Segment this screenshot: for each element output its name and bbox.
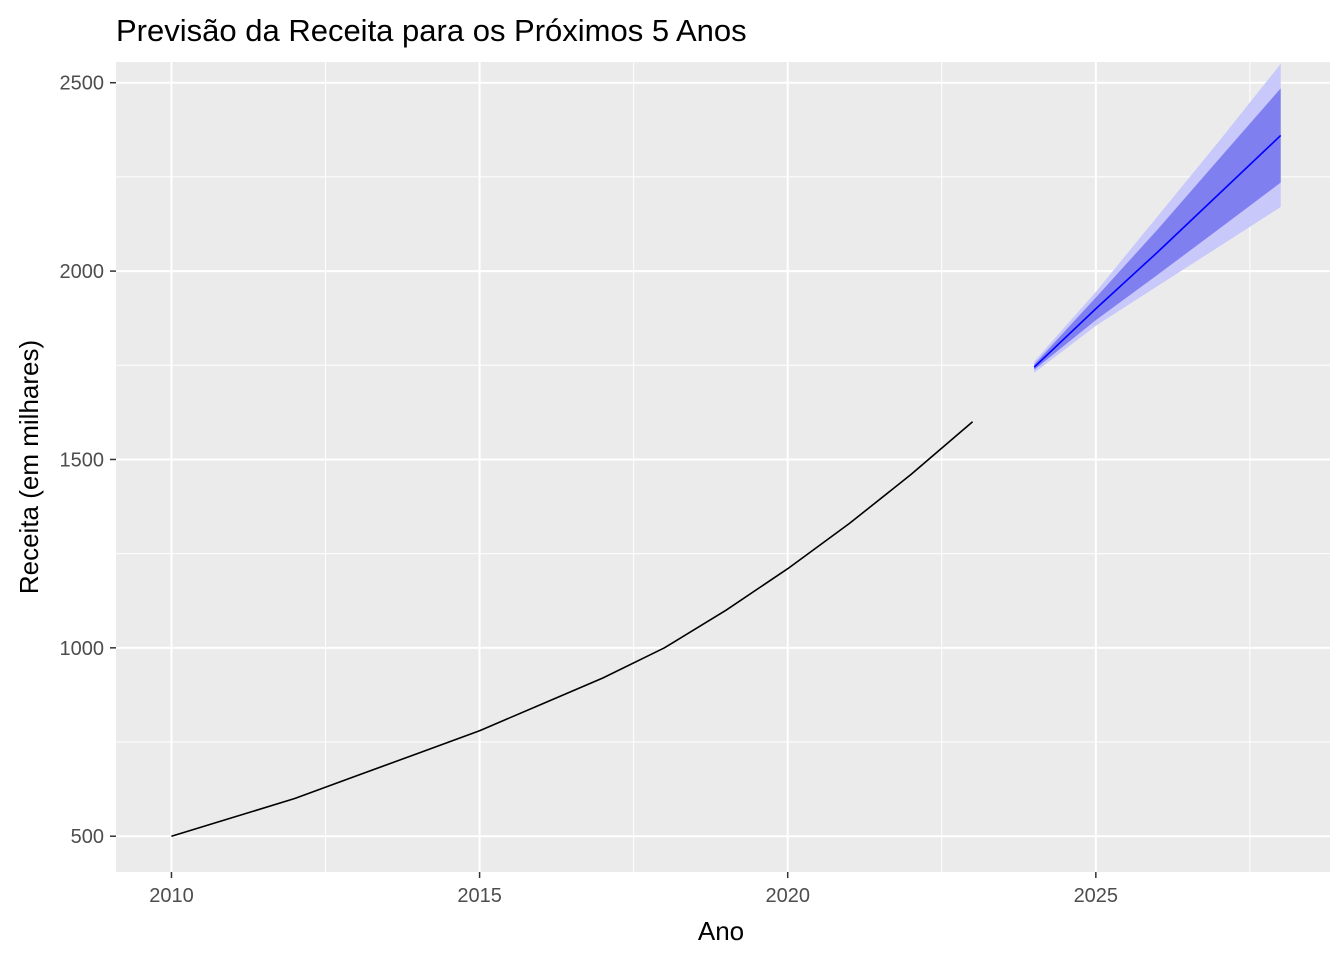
x-tick-label: 2010 xyxy=(149,885,194,907)
chart-title: Previsão da Receita para os Próximos 5 A… xyxy=(116,13,747,48)
y-tick-label: 1500 xyxy=(60,449,105,471)
forecast-intervals xyxy=(1034,63,1281,373)
prediction-band-80 xyxy=(1034,88,1281,370)
forecast-mean-line xyxy=(1033,134,1282,368)
y-axis-title: Receita (em milhares) xyxy=(14,340,44,594)
y-tick-label: 2500 xyxy=(60,73,105,95)
historical-revenue-line xyxy=(171,421,974,837)
x-tick-label: 2025 xyxy=(1074,885,1119,907)
y-tick-label: 500 xyxy=(71,826,104,848)
x-tick-label: 2015 xyxy=(457,885,502,907)
x-axis-ticks: 2010 2015 2020 2025 xyxy=(149,872,1118,907)
plot-panel xyxy=(116,62,1330,872)
y-tick-label: 1000 xyxy=(60,638,105,660)
prediction-band-95 xyxy=(1034,63,1281,373)
major-gridlines xyxy=(116,62,1330,872)
y-axis-ticks: 500 1000 1500 2000 2500 xyxy=(60,73,116,848)
series-lines xyxy=(171,134,1282,837)
y-tick-label: 2000 xyxy=(60,261,105,283)
x-axis-title: Ano xyxy=(698,916,744,946)
x-tick-label: 2020 xyxy=(765,885,810,907)
